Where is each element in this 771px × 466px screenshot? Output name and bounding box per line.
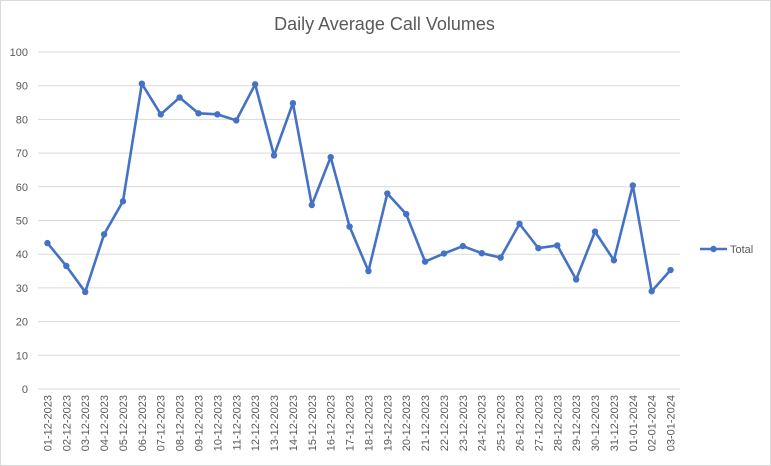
- x-tick-label: 04-12-2023: [99, 395, 111, 451]
- y-tick-label: 40: [16, 249, 28, 261]
- x-tick-label: 23-12-2023: [458, 395, 470, 451]
- data-point: [421, 258, 429, 265]
- x-tick-label: 26-12-2023: [515, 395, 527, 451]
- y-tick-label: 60: [16, 182, 28, 194]
- y-tick-label: 30: [16, 283, 28, 295]
- data-point: [82, 288, 89, 296]
- x-tick-label: 27-12-2023: [533, 395, 545, 451]
- x-tick-label: 28-12-2023: [552, 395, 564, 451]
- x-tick-label: 14-12-2023: [288, 395, 300, 451]
- x-tick-label: 31-12-2023: [609, 395, 621, 451]
- y-tick-label: 80: [16, 114, 28, 126]
- x-tick-label: 07-12-2023: [156, 395, 168, 451]
- x-tick-label: 05-12-2023: [118, 395, 130, 451]
- data-point: [195, 110, 202, 117]
- series-line-total: [46, 82, 672, 294]
- data-point: [440, 250, 448, 257]
- x-tick-label: 16-12-2023: [326, 395, 338, 451]
- y-tick-label: 20: [16, 317, 28, 329]
- x-tick-label: 01-01-2024: [628, 395, 640, 451]
- x-tick-label: 11-12-2023: [231, 395, 243, 450]
- x-tick-label: 25-12-2023: [496, 395, 508, 451]
- x-tick-label: 24-12-2023: [477, 395, 489, 451]
- y-tick-label: 50: [16, 216, 28, 228]
- data-point: [233, 117, 240, 124]
- data-point: [610, 257, 618, 264]
- data-point: [459, 242, 467, 250]
- data-point: [176, 94, 183, 101]
- data-point: [308, 201, 315, 209]
- x-tick-label: 29-12-2023: [571, 395, 583, 451]
- data-point: [289, 100, 297, 107]
- data-point: [516, 220, 523, 228]
- x-tick-label: 20-12-2023: [401, 395, 413, 451]
- data-point: [365, 267, 372, 275]
- y-tick-label: 70: [16, 148, 28, 160]
- data-point: [497, 254, 504, 261]
- series-total: [44, 80, 674, 296]
- x-tick-label: 03-12-2023: [80, 395, 92, 451]
- y-tick-label: 100: [10, 47, 28, 59]
- x-tick-label: 21-12-2023: [420, 395, 432, 451]
- x-tick-label: 06-12-2023: [137, 395, 149, 451]
- gridlines: [38, 51, 680, 390]
- x-tick-label: 10-12-2023: [212, 395, 224, 451]
- data-point: [251, 81, 259, 88]
- legend-marker: [710, 245, 717, 253]
- x-tick-label: 22-12-2023: [439, 395, 451, 451]
- data-point: [138, 80, 146, 87]
- x-tick-label: 03-01-2024: [666, 395, 678, 451]
- data-point: [478, 249, 485, 257]
- x-tick-label: 15-12-2023: [307, 395, 319, 451]
- data-point: [667, 266, 674, 274]
- data-point: [327, 153, 334, 161]
- data-point: [403, 210, 410, 218]
- y-tick-label: 0: [22, 384, 28, 396]
- data-point: [535, 244, 542, 252]
- data-point: [214, 111, 221, 118]
- y-tick-label: 10: [16, 350, 28, 362]
- legend-label: Total: [730, 244, 753, 256]
- data-point: [119, 198, 127, 205]
- data-point: [63, 262, 70, 270]
- data-point: [572, 276, 580, 283]
- data-point: [346, 223, 353, 230]
- data-point: [44, 239, 51, 247]
- x-tick-label: 19-12-2023: [382, 395, 394, 451]
- data-point: [591, 228, 599, 235]
- y-tick-label: 90: [16, 81, 28, 93]
- x-tick-label: 18-12-2023: [363, 395, 375, 451]
- data-point: [157, 111, 164, 118]
- x-tick-label: 08-12-2023: [175, 395, 187, 451]
- x-tick-label: 02-01-2024: [647, 395, 659, 451]
- x-axis-tick-labels: 01-12-2023 02-12-2023 03-12-2023 04-12-2023…: [42, 395, 677, 451]
- legend: Total: [700, 244, 753, 256]
- data-point: [554, 242, 561, 249]
- x-tick-label: 30-12-2023: [590, 395, 602, 451]
- data-point: [100, 231, 108, 238]
- x-tick-label: 09-12-2023: [194, 395, 206, 451]
- x-tick-label: 02-12-2023: [61, 395, 73, 451]
- data-point: [270, 152, 278, 159]
- chart-title: Daily Average Call Volumes: [274, 14, 495, 34]
- x-tick-label: 01-12-2023: [42, 395, 54, 451]
- data-point: [648, 288, 655, 295]
- data-point: [384, 190, 391, 197]
- data-point: [629, 182, 636, 189]
- y-axis-tick-labels: 0 10 20 30 40 50 60 70 80 90 100: [10, 47, 28, 396]
- x-tick-label: 17-12-2023: [345, 395, 357, 451]
- x-tick-label: 13-12-2023: [269, 395, 281, 451]
- x-tick-label: 12-12-2023: [250, 395, 262, 451]
